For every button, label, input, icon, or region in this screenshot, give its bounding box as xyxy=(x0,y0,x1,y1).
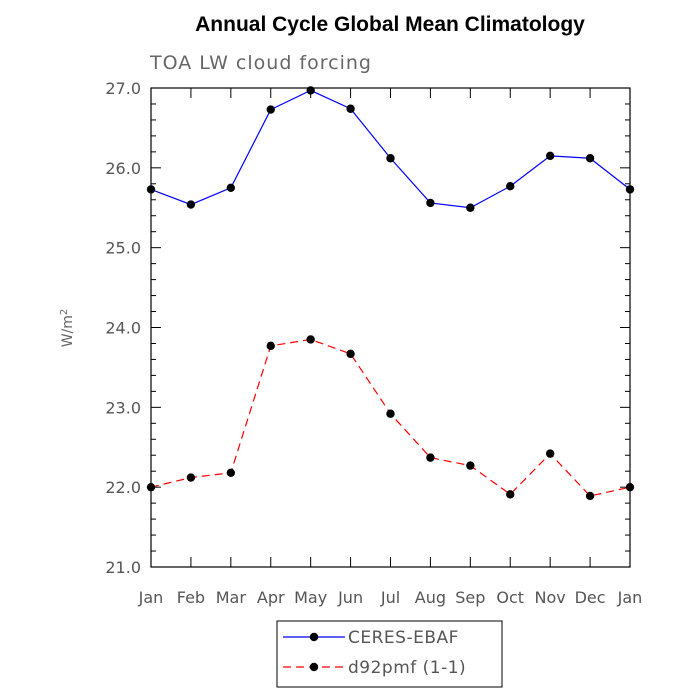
y-tick-label: 22.0 xyxy=(105,478,141,497)
y-tick-label: 25.0 xyxy=(105,239,141,258)
y-tick-label: 27.0 xyxy=(105,79,141,98)
x-tick-label: Jan xyxy=(617,588,643,607)
y-tick-label: 24.0 xyxy=(105,319,141,338)
legend-label: CERES-EBAF xyxy=(348,628,459,648)
series-point xyxy=(146,482,156,492)
series-point xyxy=(625,482,635,492)
y-tick-label: 26.0 xyxy=(105,159,141,178)
x-tick-label: Sep xyxy=(455,588,485,607)
x-tick-labels: Jan Feb Mar Apr May Jun Jul Aug Sep Oct Nov Dec Jan xyxy=(138,588,643,607)
x-tick-label: Nov xyxy=(535,588,566,607)
series-point xyxy=(226,468,236,477)
series-point xyxy=(466,203,475,212)
series-point xyxy=(226,183,236,192)
series-point xyxy=(545,151,555,161)
x-tick-label: Oct xyxy=(496,588,524,607)
x-tick-label: Apr xyxy=(257,588,285,607)
series-point xyxy=(346,104,355,113)
series-layer xyxy=(146,86,635,501)
series-point xyxy=(625,185,635,194)
legend-marker xyxy=(309,662,319,672)
chart-subtitle: TOA LW cloud forcing xyxy=(149,52,372,74)
x-tick-label: Mar xyxy=(216,588,247,607)
x-tick-label: Jan xyxy=(138,588,164,607)
legend-label: d92pmf (1-1) xyxy=(348,658,466,678)
series-1 xyxy=(146,86,635,212)
legend-marker xyxy=(309,632,319,642)
series-point xyxy=(266,341,275,351)
chart-title: Annual Cycle Global Mean Climatology xyxy=(195,13,585,36)
legend: CERES-EBAF d92pmf (1-1) xyxy=(276,620,503,688)
series-point xyxy=(306,335,315,344)
series-point xyxy=(266,105,275,114)
x-tick-label: Jul xyxy=(380,588,400,607)
series-point xyxy=(426,198,435,208)
series-point xyxy=(545,449,555,458)
y-tick-label: 21.0 xyxy=(105,558,141,577)
series-point xyxy=(466,461,475,470)
series-point xyxy=(386,409,395,418)
series-point xyxy=(585,154,595,163)
x-tick-label: Feb xyxy=(177,588,205,607)
series-point xyxy=(426,453,435,462)
series-point xyxy=(386,154,395,163)
y-tick-labels: 21.0 22.0 23.0 24.0 25.0 26.0 27.0 xyxy=(105,79,141,577)
series-point xyxy=(146,185,156,194)
y-tick-label: 23.0 xyxy=(105,398,141,417)
legend-box xyxy=(276,620,503,688)
x-tick-label: Jun xyxy=(337,588,363,607)
x-tick-label: May xyxy=(294,588,327,607)
series-point xyxy=(506,181,515,191)
y-axis-label-superscript: 2 xyxy=(59,309,70,315)
series-point xyxy=(186,473,196,482)
series-point xyxy=(186,200,196,209)
y-axis-label-base: W/m xyxy=(60,315,76,347)
series-point xyxy=(506,490,515,499)
series-line xyxy=(150,89,631,209)
series-2 xyxy=(146,335,635,501)
x-tick-label: Dec xyxy=(575,588,606,607)
series-point xyxy=(585,491,595,501)
x-tick-label: Aug xyxy=(415,588,446,607)
y-axis-label: W/m2 xyxy=(59,309,76,348)
series-point xyxy=(306,86,315,95)
series-point xyxy=(346,349,355,359)
